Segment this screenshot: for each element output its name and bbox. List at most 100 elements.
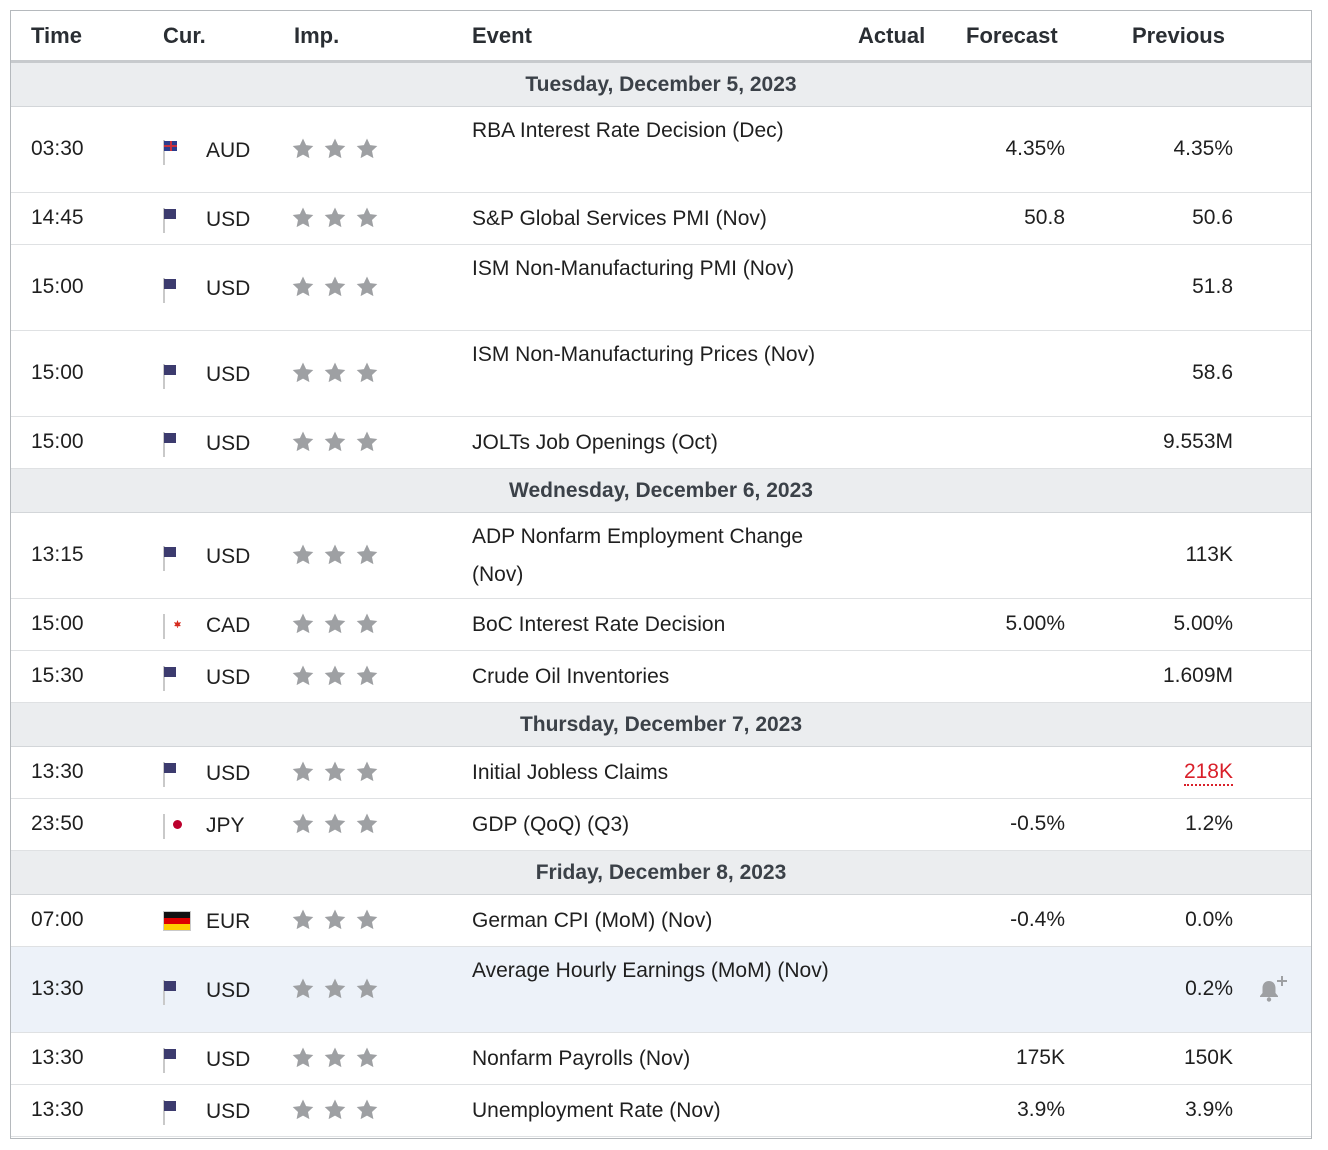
importance-stars: [291, 1098, 396, 1126]
event-row[interactable]: 13:30 USD Average Hourly Earnings (MoM) (N…: [11, 947, 1311, 1033]
header-previous[interactable]: Previous: [1132, 23, 1225, 48]
star-icon: [356, 909, 378, 930]
star-icon: [324, 207, 346, 228]
event-currency: USD: [206, 1100, 251, 1123]
event-time: 15:30: [31, 664, 84, 687]
event-forecast: 3.9%: [1017, 1098, 1065, 1121]
star-icon: [324, 1099, 346, 1120]
event-previous[interactable]: 218K: [1183, 760, 1233, 786]
event-row[interactable]: 13:15 USD ADP Nonfarm Employment Change (N…: [11, 513, 1311, 599]
event-name[interactable]: German CPI (MoM) (Nov): [472, 909, 713, 932]
star-icon: [356, 207, 378, 228]
event-currency: USD: [206, 1048, 251, 1071]
event-currency: USD: [206, 666, 251, 689]
header-forecast[interactable]: Forecast: [966, 23, 1058, 48]
star-icon: [356, 761, 378, 782]
event-time: 15:00: [31, 430, 84, 453]
event-previous: 3.9%: [1185, 1098, 1233, 1121]
event-row[interactable]: 14:45 USD S&P Global Services PMI (Nov) 50.…: [11, 193, 1311, 245]
event-forecast: 175K: [1015, 1046, 1065, 1069]
importance-stars: [291, 543, 396, 571]
event-time: 14:45: [31, 206, 84, 229]
star-icon: [292, 1099, 314, 1120]
header-currency[interactable]: Cur.: [163, 23, 206, 48]
event-time: 23:50: [31, 812, 84, 835]
event-name[interactable]: RBA Interest Rate Decision (Dec): [472, 119, 784, 142]
header-importance[interactable]: Imp.: [294, 23, 340, 48]
table-header: Time Cur. Imp. Event Actual Forecast Pre…: [11, 11, 1311, 63]
star-icon: [356, 276, 378, 297]
header-event[interactable]: Event: [472, 23, 532, 48]
event-row[interactable]: 13:30 USD Initial Jobless Claims 218K: [11, 747, 1311, 799]
event-name[interactable]: S&P Global Services PMI (Nov): [472, 207, 767, 230]
star-icon: [292, 431, 314, 452]
star-icon: [356, 362, 378, 383]
importance-stars: [291, 812, 396, 840]
event-name[interactable]: Average Hourly Earnings (MoM) (Nov): [472, 959, 829, 982]
star-icon: [324, 138, 346, 159]
event-row[interactable]: 15:00 USD JOLTs Job Openings (Oct) 9.553M: [11, 417, 1311, 469]
us-flag-icon: [163, 762, 165, 787]
event-previous: 50.6: [1192, 206, 1233, 229]
star-icon: [324, 665, 346, 686]
us-flag-icon: [163, 208, 165, 233]
event-time: 07:00: [31, 908, 84, 931]
star-icon: [292, 761, 314, 782]
event-name[interactable]: GDP (QoQ) (Q3): [472, 813, 630, 836]
event-time: 13:30: [31, 1098, 84, 1121]
event-name[interactable]: Nonfarm Payrolls (Nov): [472, 1047, 691, 1070]
event-row[interactable]: 13:30 USD Nonfarm Payrolls (Nov) 175K 150K: [11, 1033, 1311, 1085]
event-name[interactable]: Initial Jobless Claims: [472, 761, 669, 784]
event-time: 13:15: [31, 543, 84, 566]
event-name[interactable]: Unemployment Rate (Nov): [472, 1099, 721, 1122]
star-icon: [356, 138, 378, 159]
star-icon: [324, 813, 346, 834]
event-previous: 5.00%: [1173, 612, 1233, 635]
event-name[interactable]: ISM Non-Manufacturing PMI (Nov): [472, 257, 795, 280]
star-icon: [356, 978, 378, 999]
day-header: Wednesday, December 6, 2023: [11, 469, 1311, 513]
event-time: 15:00: [31, 612, 84, 635]
us-flag-icon: [163, 1100, 165, 1125]
header-actual[interactable]: Actual: [858, 23, 926, 48]
event-name[interactable]: BoC Interest Rate Decision: [472, 613, 726, 636]
event-time: 13:30: [31, 1046, 84, 1069]
importance-stars: [291, 275, 396, 303]
event-row[interactable]: 15:00 USD ISM Non-Manufacturing PMI (Nov) 5…: [11, 245, 1311, 331]
event-row[interactable]: 15:00 CAD BoC Interest Rate Decision 5.00% 5…: [11, 599, 1311, 651]
us-flag-icon: [163, 278, 165, 303]
star-icon: [356, 613, 378, 634]
event-row[interactable]: 23:50 JPY GDP (QoQ) (Q3) -0.5% 1.2%: [11, 799, 1311, 851]
importance-stars: [291, 664, 396, 692]
star-icon: [324, 909, 346, 930]
star-icon: [324, 362, 346, 383]
event-name[interactable]: ADP Nonfarm Employment Change (Nov): [472, 525, 804, 586]
event-name[interactable]: ISM Non-Manufacturing Prices (Nov): [472, 343, 816, 366]
event-row[interactable]: 13:30 USD Unemployment Rate (Nov) 3.9% 3.9%: [11, 1085, 1311, 1137]
event-row[interactable]: 15:30 USD Crude Oil Inventories 1.609M: [11, 651, 1311, 703]
star-icon: [356, 431, 378, 452]
event-row[interactable]: 03:30 AUD RBA Interest Rate Decision (Dec)…: [11, 107, 1311, 193]
event-row[interactable]: 07:00 EUR German CPI (MoM) (Nov) -0.4% 0.0%: [11, 895, 1311, 947]
event-previous: 0.2%: [1185, 977, 1233, 1000]
ca-flag-icon: [163, 614, 165, 639]
event-time: 13:30: [31, 977, 84, 1000]
event-forecast: -0.4%: [1010, 908, 1065, 931]
importance-stars: [291, 908, 396, 936]
event-row[interactable]: 15:00 USD ISM Non-Manufacturing Prices (No…: [11, 331, 1311, 417]
us-flag-icon: [163, 1048, 165, 1073]
importance-stars: [291, 206, 396, 234]
event-name[interactable]: Crude Oil Inventories: [472, 665, 670, 688]
us-flag-icon: [163, 546, 165, 571]
event-previous: 51.8: [1192, 275, 1233, 298]
day-header: Friday, December 8, 2023: [11, 851, 1311, 895]
event-currency: CAD: [206, 614, 251, 637]
jp-flag-icon: [163, 814, 165, 839]
bell-plus-icon[interactable]: [1257, 975, 1291, 1005]
event-time: 15:00: [31, 361, 84, 384]
day-header: Thursday, December 7, 2023: [11, 703, 1311, 747]
importance-stars: [291, 1046, 396, 1074]
event-currency: EUR: [206, 910, 251, 933]
header-time[interactable]: Time: [31, 23, 82, 48]
event-name[interactable]: JOLTs Job Openings (Oct): [472, 431, 718, 454]
